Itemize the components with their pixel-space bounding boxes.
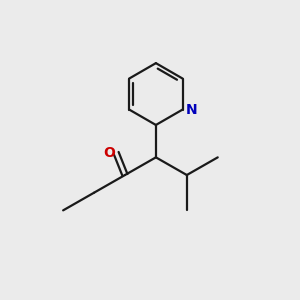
Text: N: N (186, 103, 198, 116)
Text: O: O (104, 146, 116, 160)
